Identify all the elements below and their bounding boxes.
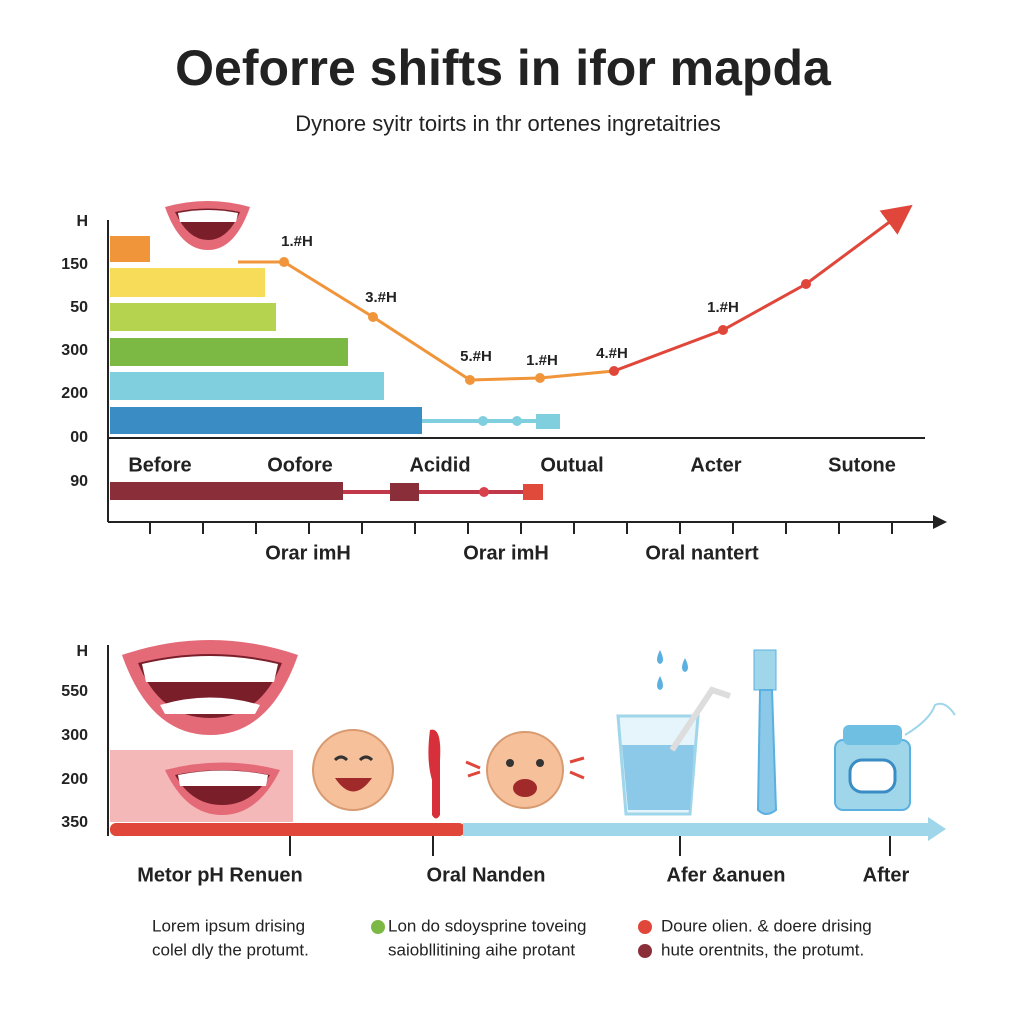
sad-face [465,731,585,809]
legend-dot [371,920,385,934]
category: Before [128,454,191,476]
category: Acter [690,454,741,476]
legend-text: hute orentnits, the protumt. [661,940,864,959]
axis-label: 350 [61,814,88,831]
dot [512,416,522,426]
arrow [933,515,947,529]
dot [478,416,488,426]
category: Afer &anuen [667,864,786,886]
axis-label: 00 [70,429,88,446]
category: After [863,864,910,886]
marker [390,483,419,501]
bar [110,407,422,434]
legend-text: Lon do sdoysprine toveing [388,916,586,935]
legend: Lorem ipsum drising colel dly the protum… [152,916,872,959]
category: Acidid [409,454,470,476]
axis-label: 300 [61,342,88,359]
bar [110,823,465,836]
category: Metor pH Renuen [137,864,303,886]
point-label: 1.#H [281,233,313,250]
trend-line [613,204,913,373]
category: Oral Nanden [427,864,546,886]
point-label: 3.#H [365,289,397,306]
trend-line [238,260,615,382]
category: Sutone [828,454,896,476]
title: Oeforre shifts in ifor mapda [175,40,832,96]
knife-icon [428,729,441,819]
bottom-panel: H 550 300 200 350 Metor pH Renuen Oral N… [61,640,956,886]
axis-title: H [76,643,88,660]
dot [479,487,489,497]
legend-text: Lorem ipsum drising [152,916,305,935]
points [279,257,545,385]
legend-dot [638,944,652,958]
ticks [149,522,893,534]
axis-label: 200 [61,385,88,402]
bar [110,482,343,500]
legend-dot [638,920,652,934]
subtitle: Dynore syitr toirts in thr ortenes ingre… [295,111,721,136]
ticks [289,836,891,856]
point-label: 5.#H [460,348,492,365]
axis-label: 150 [61,256,88,273]
bar [110,372,384,400]
bar [110,338,348,366]
bar [110,303,276,331]
marker [523,484,543,500]
axis-label: 50 [70,299,88,316]
mouth [165,762,280,815]
points [609,279,811,376]
floss-box [834,702,956,811]
bar [110,236,150,262]
bar [463,823,933,836]
point-label: 4.#H [596,345,628,362]
axis-label: 300 [61,727,88,744]
category: Oofore [267,454,333,476]
category: Outual [540,454,603,476]
legend-text: saiobllitining aihe protant [388,940,575,959]
happy-face [312,729,394,811]
bottom-label: Orar imH [265,542,351,564]
water-glass [616,650,731,816]
big-mouth [122,640,298,735]
axis-title: H [76,213,88,230]
marker [536,414,560,429]
toothbrush [753,649,778,815]
bar [110,268,265,297]
arrow [928,817,946,841]
point-label: 1.#H [526,352,558,369]
point-label: 1.#H [707,299,739,316]
legend-text: colel dly the protumt. [152,940,309,959]
small-mouth [165,201,250,250]
bottom-label: Orar imH [463,542,549,564]
bottom-label: Oral nantert [645,542,759,564]
axis-label: 550 [61,683,88,700]
axis-label: 90 [70,473,88,490]
legend-text: Doure olien. & doere drising [661,916,872,935]
top-panel: H 150 50 300 200 00 90 1.#H 3.#H 5.#H 1.… [61,201,947,564]
axis-label: 200 [61,771,88,788]
